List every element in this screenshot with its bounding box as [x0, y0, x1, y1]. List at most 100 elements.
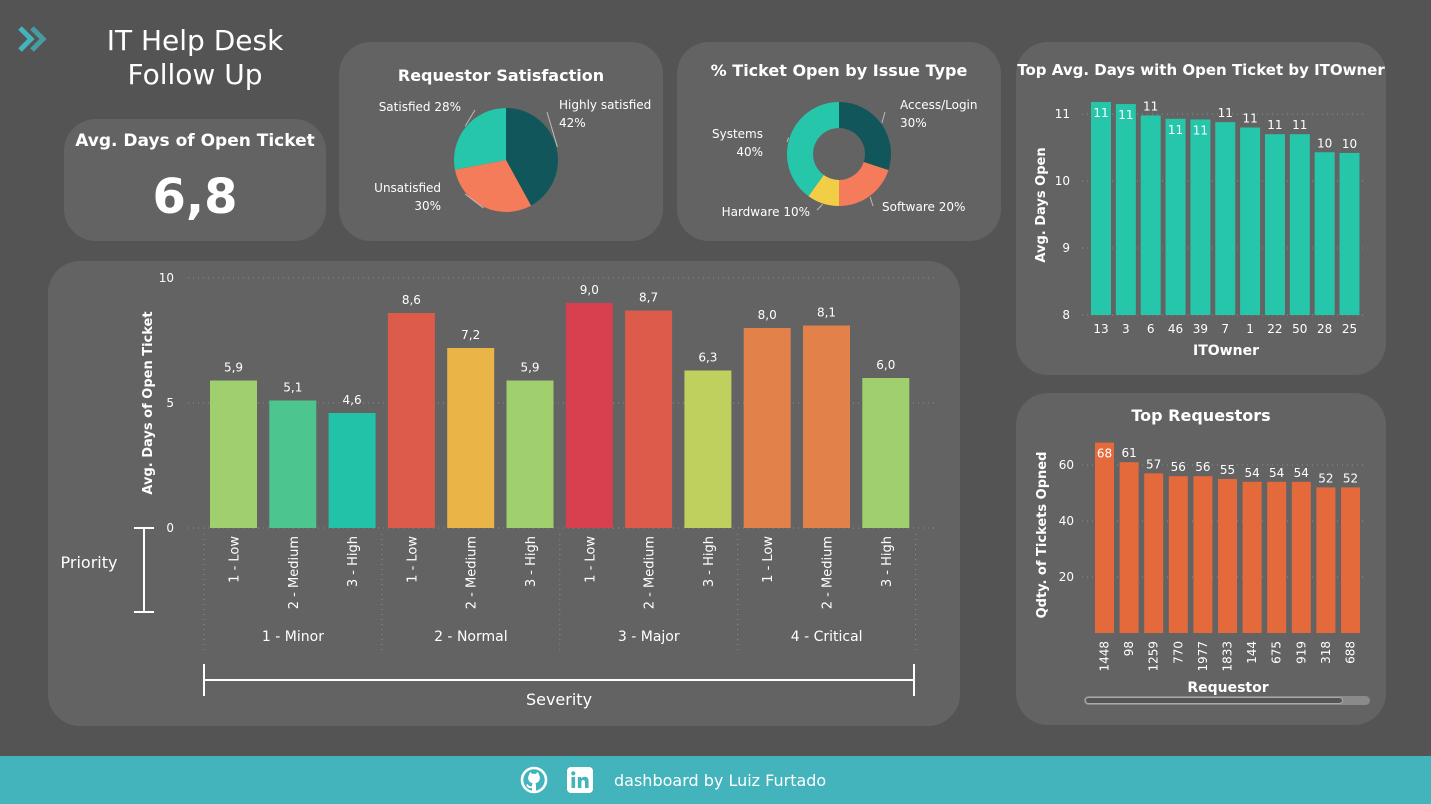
- x-tick-label: 919: [1294, 641, 1308, 664]
- bar-46[interactable]: [1165, 118, 1186, 316]
- pie-label-highly-satisfied: 42%: [559, 116, 586, 130]
- bar-4-critical-3-high[interactable]: [862, 378, 910, 528]
- bar-value-label: 52: [1343, 471, 1358, 485]
- kpi-card: Avg. Days of Open Ticket 6,8: [64, 119, 326, 241]
- itowner-title: Top Avg. Days with Open Ticket by ITOwne…: [1017, 61, 1385, 79]
- bar-318[interactable]: [1316, 487, 1336, 633]
- bar-39[interactable]: [1190, 119, 1211, 315]
- issue-type-donut-chart[interactable]: Access/Login 30% Software 20% Hardware 10% S…: [677, 42, 1001, 241]
- x-tick-label: 3 - High: [880, 536, 895, 587]
- x-tick-label: 2 - Medium: [287, 536, 302, 609]
- bar-value-label: 5,1: [283, 381, 302, 395]
- issue-type-title: % Ticket Open by Issue Type: [710, 61, 968, 80]
- bar-6[interactable]: [1140, 115, 1161, 316]
- group-label-2-normal: 2 - Normal: [434, 629, 508, 645]
- bar-144[interactable]: [1242, 481, 1262, 633]
- bar-2-normal-1-low[interactable]: [387, 313, 435, 528]
- severity-bracket: [203, 664, 915, 696]
- bar-1-minor-3-high[interactable]: [328, 413, 376, 528]
- scrollbar-thumb[interactable]: [1085, 697, 1343, 704]
- x-axis-title: ITOwner: [1193, 343, 1259, 359]
- bar-value-label: 11: [1267, 118, 1282, 132]
- bar-1259[interactable]: [1144, 473, 1164, 633]
- bar-1-minor-2-medium[interactable]: [269, 400, 317, 529]
- bar-3[interactable]: [1115, 104, 1136, 315]
- pie-label-highly-satisfied: Highly satisfied: [559, 98, 651, 112]
- bar-13[interactable]: [1091, 102, 1111, 315]
- bar-value-label: 11: [1292, 118, 1307, 132]
- bar-value-label: 57: [1146, 457, 1161, 471]
- y-tick-label: 10: [1055, 174, 1070, 188]
- y-tick-label: 5: [166, 396, 174, 410]
- x-tick-label: 144: [1245, 641, 1259, 664]
- app-logo-icon: [18, 26, 47, 52]
- requestors-bar-chart[interactable]: 20 40 60 Qdty. of Tickets Opned 68 1448 61 98 57…: [1016, 393, 1386, 725]
- requestors-title: Top Requestors: [1131, 406, 1271, 425]
- bar-value-label: 54: [1269, 466, 1284, 480]
- bar-2-normal-2-medium[interactable]: [447, 348, 495, 528]
- group-label-4-critical: 4 - Critical: [791, 629, 863, 645]
- bar-1977[interactable]: [1193, 476, 1213, 633]
- satisfaction-pie-chart[interactable]: Highly satisfied 42% Unsatisfied 30% Satisfi…: [339, 42, 663, 241]
- linkedin-icon[interactable]: [566, 766, 594, 794]
- pie-slice-access-login[interactable]: [839, 102, 891, 171]
- bar-3-major-3-high[interactable]: [684, 370, 732, 529]
- requestors-card: Top Requestors 20 40 60 Qdty. of Tickets Op…: [1016, 393, 1386, 725]
- y-tick-label: 8: [1062, 308, 1070, 322]
- bar-value-label: 11: [1193, 123, 1208, 137]
- bar-7[interactable]: [1215, 122, 1236, 315]
- footer-credit-text: dashboard by Luiz Furtado: [614, 770, 827, 790]
- pie-label-software: Software 20%: [882, 200, 965, 214]
- bar-1[interactable]: [1240, 127, 1261, 315]
- severity-bar-chart[interactable]: 0 5 10 Avg. Days of Open Ticket 5,9 1 - Low 5,…: [48, 261, 960, 726]
- pie-slice-satisfied[interactable]: [454, 108, 506, 170]
- bar-28[interactable]: [1314, 152, 1335, 315]
- pie-slice-unsatisfied[interactable]: [454, 160, 532, 212]
- bar-25[interactable]: [1339, 152, 1360, 315]
- bar-value-label: 11: [1242, 111, 1257, 125]
- x-tick-label: 1 - Low: [761, 536, 776, 583]
- page-title-line2: Follow Up: [127, 58, 263, 91]
- bar-2-normal-3-high[interactable]: [506, 380, 554, 529]
- bar-770[interactable]: [1168, 476, 1188, 633]
- x-tick-label: 1977: [1196, 641, 1210, 672]
- x-tick-label: 2 - Medium: [643, 536, 658, 609]
- pie-leader-line: [546, 111, 558, 147]
- x-tick-label: 6: [1147, 322, 1155, 336]
- bar-value-label: 8,1: [817, 306, 836, 320]
- x-tick-label: 1259: [1147, 641, 1161, 672]
- y-axis-title: Avg. Days of Open Ticket: [141, 311, 156, 494]
- github-icon[interactable]: [520, 766, 548, 794]
- bar-688[interactable]: [1341, 487, 1360, 633]
- horizontal-scrollbar[interactable]: [1084, 696, 1370, 705]
- y-tick-label: 10: [159, 271, 174, 285]
- pie-slice-hardware[interactable]: [808, 175, 839, 206]
- footer: dashboard by Luiz Furtado: [0, 756, 1431, 804]
- x-tick-label: 3 - High: [346, 536, 361, 587]
- bar-1448[interactable]: [1095, 442, 1114, 633]
- bar-675[interactable]: [1267, 481, 1287, 633]
- bar-1-minor-1-low[interactable]: [210, 380, 257, 529]
- bar-1833[interactable]: [1218, 479, 1237, 633]
- bar-50[interactable]: [1289, 134, 1310, 315]
- itowner-card: Top Avg. Days with Open Ticket by ITOwne…: [1016, 42, 1386, 375]
- bar-4-critical-1-low[interactable]: [743, 328, 791, 528]
- bar-value-label: 54: [1244, 466, 1259, 480]
- bar-98[interactable]: [1119, 462, 1139, 633]
- bar-4-critical-2-medium[interactable]: [803, 325, 850, 529]
- pie-slice-systems[interactable]: [787, 102, 839, 197]
- bar-3-major-2-medium[interactable]: [625, 310, 673, 529]
- bar-value-label: 56: [1171, 460, 1186, 474]
- x-tick-label: 770: [1171, 641, 1185, 664]
- bar-value-label: 55: [1220, 463, 1235, 477]
- pie-slice-highly-satisfied[interactable]: [506, 108, 558, 206]
- bar-3-major-1-low[interactable]: [565, 303, 613, 528]
- bar-value-label: 8,7: [639, 291, 658, 305]
- x-tick-label: 1 - Low: [583, 536, 598, 583]
- pie-slice-software[interactable]: [839, 162, 889, 206]
- bar-22[interactable]: [1264, 134, 1285, 315]
- pie-leader-line: [786, 137, 790, 143]
- x-tick-label: 50: [1292, 322, 1307, 336]
- bar-919[interactable]: [1291, 481, 1311, 633]
